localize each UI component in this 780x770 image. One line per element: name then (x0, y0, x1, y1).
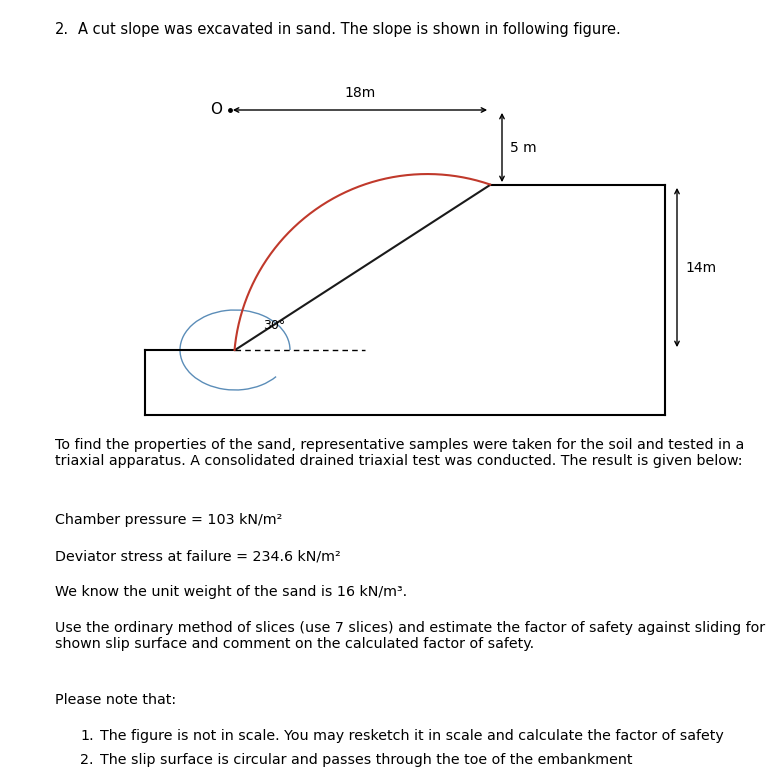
Text: A cut slope was excavated in sand. The slope is shown in following figure.: A cut slope was excavated in sand. The s… (78, 22, 621, 37)
Text: The figure is not in scale. You may resketch it in scale and calculate the facto: The figure is not in scale. You may resk… (100, 729, 724, 743)
Text: To find the properties of the sand, representative samples were taken for the so: To find the properties of the sand, repr… (55, 438, 744, 468)
Text: O: O (210, 102, 222, 118)
Text: 2.: 2. (80, 753, 94, 767)
Text: 2.: 2. (55, 22, 69, 37)
Text: Please note that:: Please note that: (55, 693, 176, 707)
Text: The slip surface is circular and passes through the toe of the embankment: The slip surface is circular and passes … (100, 753, 633, 767)
Text: We know the unit weight of the sand is 16 kN/m³.: We know the unit weight of the sand is 1… (55, 585, 407, 599)
Text: 1.: 1. (80, 729, 94, 743)
Text: Deviator stress at failure = 234.6 kN/m²: Deviator stress at failure = 234.6 kN/m² (55, 549, 341, 563)
Text: Use the ordinary method of slices (use 7 slices) and estimate the factor of safe: Use the ordinary method of slices (use 7… (55, 621, 765, 651)
Text: 18m: 18m (345, 86, 376, 100)
Text: Chamber pressure = 103 kN/m²: Chamber pressure = 103 kN/m² (55, 513, 282, 527)
Text: 5 m: 5 m (510, 140, 537, 155)
Text: 14m: 14m (685, 260, 716, 274)
Text: 30°: 30° (263, 319, 285, 332)
